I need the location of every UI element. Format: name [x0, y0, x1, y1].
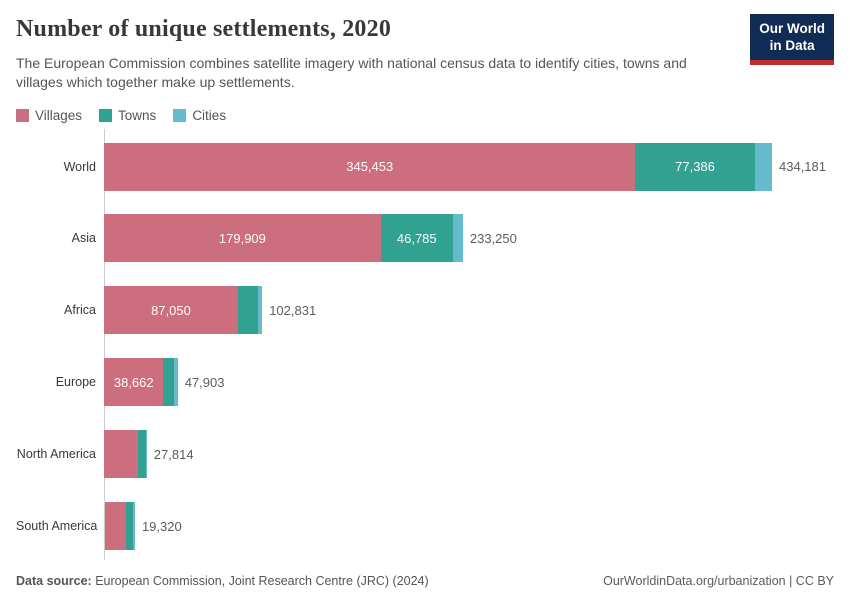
legend-label-cities: Cities	[192, 107, 227, 123]
bar-segment-north-america-cities[interactable]	[145, 430, 147, 479]
row-label-asia[interactable]: Asia	[71, 231, 96, 246]
bar-segment-europe-villages[interactable]: 38,662	[104, 358, 164, 407]
bar-segment-south-america-villages[interactable]	[105, 502, 127, 551]
legend-swatch-villages	[16, 108, 29, 122]
row-label-europe[interactable]: Europe	[55, 375, 96, 390]
owid-logo-line1: Our World	[759, 21, 825, 36]
bar-segment-world-villages[interactable]: 345,453	[104, 142, 636, 191]
legend-item-villages[interactable]: Villages	[16, 108, 82, 123]
bar-track-world: 345,453 77,386 434,181	[104, 142, 834, 191]
bar-asia: 179,909 46,785	[104, 214, 463, 263]
total-label-south-america: 19,320	[141, 518, 182, 534]
legend-label-villages: Villages	[35, 107, 83, 123]
total-label-africa: 102,831	[269, 302, 317, 318]
bar-segment-europe-cities[interactable]	[173, 358, 178, 407]
bar-track-asia: 179,909 46,785 233,250	[104, 214, 834, 263]
chart-header: Number of unique settlements, 2020 The E…	[16, 14, 834, 93]
bar-segment-world-cities[interactable]	[754, 142, 772, 191]
bar-south-america	[105, 502, 135, 551]
bar-chart: World 345,453 77,386 434,181 Asia 179,909 46,7…	[16, 128, 834, 562]
bar-africa: 87,050	[104, 286, 263, 335]
chart-row-asia: Asia 179,909 46,785 233,250	[16, 203, 834, 275]
footer-link[interactable]: OurWorldinData.org/urbanization | CC BY	[603, 574, 834, 588]
bar-track-europe: 38,662 47,903	[104, 358, 834, 407]
bar-europe: 38,662	[104, 358, 178, 407]
bar-segment-africa-villages[interactable]: 87,050	[104, 286, 238, 335]
bar-segment-asia-towns[interactable]: 46,785	[380, 214, 453, 263]
chart-subtitle: The European Commission combines satelli…	[16, 55, 687, 91]
chart-row-world: World 345,453 77,386 434,181	[16, 131, 834, 203]
bar-segment-south-america-towns[interactable]	[126, 502, 134, 551]
chart-row-africa: Africa 87,050 102,831	[16, 274, 834, 346]
bar-track-africa: 87,050 102,831	[104, 286, 834, 335]
owid-logo-line2: in Data	[769, 38, 815, 54]
legend-swatch-cities	[173, 108, 187, 122]
chart-row-south-america: South America 19,320	[16, 490, 834, 562]
legend-item-cities[interactable]: Cities	[173, 108, 226, 123]
bar-segment-north-america-villages[interactable]	[104, 430, 138, 479]
bar-segment-south-america-cities[interactable]	[133, 502, 135, 551]
total-label-europe: 47,903	[184, 374, 225, 390]
bar-north-america	[104, 430, 147, 479]
bar-segment-asia-cities[interactable]	[452, 214, 463, 263]
header-text: Number of unique settlements, 2020 The E…	[16, 14, 716, 93]
row-label-africa[interactable]: Africa	[64, 303, 96, 318]
data-source: Data source: European Commission, Joint …	[16, 574, 429, 588]
bar-value-label: 179,909	[218, 230, 266, 246]
bar-world: 345,453 77,386	[104, 142, 772, 191]
legend-label-towns: Towns	[118, 107, 157, 123]
bar-segment-africa-cities[interactable]	[257, 286, 263, 335]
legend-swatch-towns	[99, 108, 113, 122]
bar-track-south-america: 19,320	[105, 502, 834, 551]
bar-segment-europe-towns[interactable]	[163, 358, 174, 407]
row-label-north-america[interactable]: North America	[16, 447, 96, 462]
bar-value-label: 46,785	[396, 230, 437, 246]
bar-segment-north-america-towns[interactable]	[137, 430, 146, 479]
bar-value-label: 345,453	[346, 159, 394, 175]
row-label-south-america[interactable]: South America	[16, 519, 98, 534]
total-label-asia: 233,250	[469, 230, 517, 246]
row-label-world[interactable]: World	[63, 159, 96, 174]
data-source-label: Data source:	[16, 574, 92, 588]
bar-value-label: 87,050	[151, 302, 191, 318]
owid-logo[interactable]: Our World in Data	[750, 14, 834, 65]
total-label-north-america: 27,814	[153, 446, 194, 462]
data-source-text: European Commission, Joint Research Cent…	[91, 574, 429, 588]
legend-item-towns[interactable]: Towns	[99, 108, 156, 123]
legend: Villages Towns Cities	[16, 108, 834, 123]
total-label-world: 434,181	[779, 159, 826, 175]
page-title: Number of unique settlements, 2020	[16, 16, 392, 42]
bar-value-label: 38,662	[113, 374, 154, 390]
chart-row-europe: Europe 38,662 47,903	[16, 346, 834, 418]
bar-track-north-america: 27,814	[104, 430, 834, 479]
chart-row-north-america: North America 27,814	[16, 418, 834, 490]
y-axis-line	[104, 128, 105, 560]
bar-segment-world-towns[interactable]: 77,386	[635, 142, 755, 191]
bar-segment-africa-towns[interactable]	[237, 286, 258, 335]
bar-value-label: 77,386	[675, 159, 715, 175]
bar-segment-asia-villages[interactable]: 179,909	[104, 214, 381, 263]
chart-footer: Data source: European Commission, Joint …	[16, 564, 834, 588]
